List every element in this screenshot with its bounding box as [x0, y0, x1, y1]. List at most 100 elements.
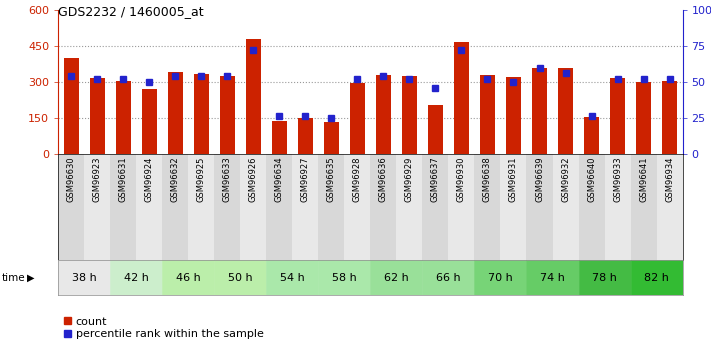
Text: 42 h: 42 h	[124, 273, 149, 283]
Bar	[344, 154, 370, 260]
Bar	[397, 154, 422, 260]
Bar	[319, 154, 344, 260]
Bar	[162, 154, 188, 260]
Bar	[610, 78, 626, 154]
Text: GSM96636: GSM96636	[379, 157, 388, 203]
Text: GSM96927: GSM96927	[301, 157, 310, 202]
Text: GSM96633: GSM96633	[223, 157, 232, 203]
Text: GSM96635: GSM96635	[327, 157, 336, 203]
Bar	[474, 260, 526, 295]
Bar	[480, 75, 496, 154]
Text: 62 h: 62 h	[384, 273, 409, 283]
Text: GSM96641: GSM96641	[639, 157, 648, 202]
Text: ▶: ▶	[27, 273, 35, 283]
Bar	[631, 154, 656, 260]
Text: GSM96934: GSM96934	[665, 157, 674, 202]
Bar	[267, 154, 292, 260]
Bar	[662, 81, 678, 154]
Bar	[557, 68, 573, 154]
Bar	[215, 260, 267, 295]
Text: 70 h: 70 h	[488, 273, 513, 283]
Bar	[350, 83, 365, 154]
Text: time: time	[1, 273, 25, 283]
Bar	[579, 260, 631, 295]
Text: GSM96638: GSM96638	[483, 157, 492, 203]
Bar	[141, 89, 157, 154]
Text: GSM96630: GSM96630	[67, 157, 76, 203]
Text: GSM96923: GSM96923	[93, 157, 102, 202]
Text: GSM96634: GSM96634	[275, 157, 284, 203]
Text: GSM96637: GSM96637	[431, 157, 440, 203]
Text: GSM96933: GSM96933	[613, 157, 622, 203]
Text: GSM96929: GSM96929	[405, 157, 414, 202]
Bar	[193, 73, 209, 154]
Bar	[245, 39, 261, 154]
Text: 82 h: 82 h	[644, 273, 669, 283]
Text: GSM96632: GSM96632	[171, 157, 180, 203]
Bar	[215, 154, 240, 260]
Bar	[90, 78, 105, 154]
Bar	[427, 105, 443, 154]
Bar	[188, 154, 215, 260]
Text: GSM96640: GSM96640	[587, 157, 596, 202]
Text: 46 h: 46 h	[176, 273, 201, 283]
Bar	[292, 154, 319, 260]
Bar	[370, 260, 422, 295]
Bar	[115, 81, 131, 154]
Bar	[272, 121, 287, 154]
Text: GSM96924: GSM96924	[145, 157, 154, 202]
Text: 38 h: 38 h	[72, 273, 97, 283]
Text: 78 h: 78 h	[592, 273, 617, 283]
Bar	[501, 154, 526, 260]
Bar	[422, 260, 474, 295]
Text: 58 h: 58 h	[332, 273, 357, 283]
Text: 66 h: 66 h	[436, 273, 461, 283]
Bar	[58, 260, 110, 295]
Bar	[267, 260, 319, 295]
Text: GSM96639: GSM96639	[535, 157, 544, 203]
Bar	[370, 154, 397, 260]
Bar	[656, 154, 683, 260]
Bar	[375, 75, 391, 154]
Text: GSM96926: GSM96926	[249, 157, 258, 202]
Legend: count, percentile rank within the sample: count, percentile rank within the sample	[64, 317, 263, 339]
Bar	[402, 76, 417, 154]
Bar	[454, 42, 469, 154]
Text: 50 h: 50 h	[228, 273, 252, 283]
Bar	[168, 72, 183, 154]
Bar	[319, 260, 370, 295]
Text: GSM96631: GSM96631	[119, 157, 128, 203]
Bar	[137, 154, 162, 260]
Bar	[110, 154, 137, 260]
Text: 74 h: 74 h	[540, 273, 565, 283]
Bar	[162, 260, 215, 295]
Bar	[631, 260, 683, 295]
Bar	[449, 154, 474, 260]
Bar	[85, 154, 110, 260]
Bar	[506, 77, 521, 154]
Text: GSM96925: GSM96925	[197, 157, 206, 202]
Text: GSM96932: GSM96932	[561, 157, 570, 202]
Bar	[324, 122, 339, 154]
Bar	[584, 117, 599, 154]
Bar	[526, 154, 552, 260]
Text: GSM96931: GSM96931	[509, 157, 518, 202]
Bar	[220, 76, 235, 154]
Text: GDS2232 / 1460005_at: GDS2232 / 1460005_at	[58, 5, 204, 18]
Bar	[526, 260, 579, 295]
Bar	[532, 68, 547, 154]
Bar	[58, 154, 85, 260]
Bar	[604, 154, 631, 260]
Text: GSM96928: GSM96928	[353, 157, 362, 202]
Bar	[110, 260, 162, 295]
Bar	[552, 154, 579, 260]
Bar	[579, 154, 604, 260]
Text: 54 h: 54 h	[280, 273, 305, 283]
Text: GSM96930: GSM96930	[457, 157, 466, 202]
Bar	[474, 154, 501, 260]
Bar	[636, 82, 651, 154]
Bar	[63, 58, 79, 154]
Bar	[422, 154, 449, 260]
Bar	[298, 118, 314, 154]
Bar	[240, 154, 267, 260]
